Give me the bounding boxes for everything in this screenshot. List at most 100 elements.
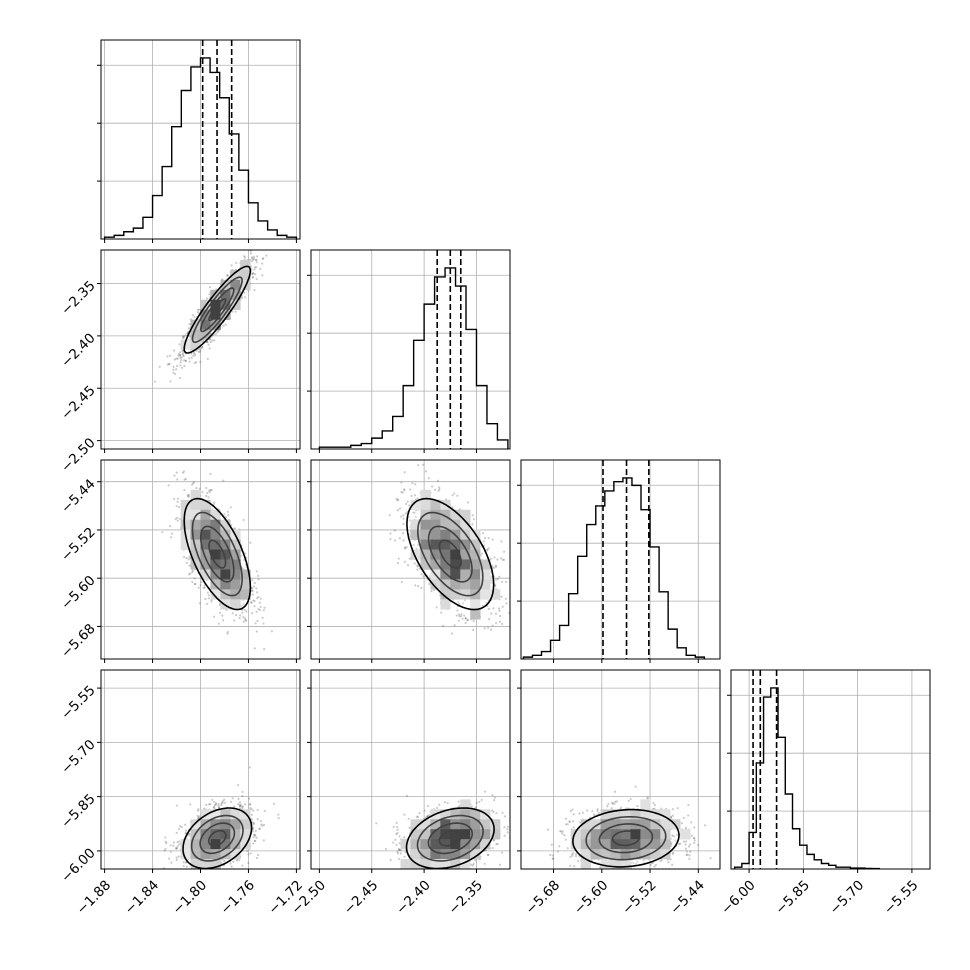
density-panel-2-0 — [97, 459, 301, 663]
sample-point — [168, 362, 171, 366]
sample-point — [173, 358, 176, 361]
sample-point — [400, 515, 403, 518]
sample-point — [206, 341, 209, 344]
sample-point — [169, 380, 172, 383]
sample-point — [193, 315, 196, 319]
sample-point — [213, 800, 216, 804]
sample-point — [420, 573, 423, 576]
sample-point — [416, 584, 420, 588]
sample-point — [172, 349, 176, 352]
sample-point — [251, 593, 254, 596]
sample-point — [252, 271, 255, 275]
sample-point — [180, 359, 183, 362]
sample-point — [464, 617, 467, 620]
sample-point — [175, 368, 178, 371]
density-cell — [230, 269, 241, 281]
sample-point — [408, 504, 411, 507]
sample-point — [188, 573, 191, 576]
density-cell — [220, 279, 231, 291]
sample-point — [188, 555, 191, 558]
sample-point — [175, 505, 178, 508]
sample-point — [249, 252, 253, 255]
sample-point — [176, 516, 179, 519]
sample-point — [259, 267, 262, 271]
sample-point — [514, 584, 516, 586]
sample-point — [250, 260, 253, 263]
sample-point — [212, 615, 216, 618]
sample-point — [180, 356, 183, 359]
sample-point — [244, 552, 247, 555]
sample-point — [247, 861, 250, 865]
sample-point — [179, 364, 182, 367]
sample-point — [496, 558, 499, 561]
sample-point — [243, 617, 247, 620]
sample-point — [172, 368, 175, 371]
sample-point — [498, 609, 501, 612]
density-cell — [220, 309, 231, 320]
sample-point — [461, 617, 464, 620]
sample-point — [402, 517, 405, 520]
sample-point — [482, 540, 485, 543]
sample-point — [490, 612, 493, 615]
sample-point — [494, 564, 498, 567]
sample-point — [178, 376, 181, 380]
sample-point — [187, 327, 191, 330]
sample-point — [168, 525, 172, 528]
sample-point — [393, 529, 396, 532]
sample-point — [249, 250, 252, 253]
sample-point — [196, 311, 199, 314]
sample-point — [217, 330, 220, 333]
sample-point — [397, 557, 400, 560]
sample-point — [198, 602, 201, 605]
sample-point — [226, 630, 229, 634]
sample-point — [188, 357, 191, 360]
sample-point — [187, 558, 190, 561]
sample-point — [222, 324, 225, 327]
sample-point — [396, 509, 400, 512]
sample-point — [253, 599, 256, 603]
sample-point — [240, 554, 243, 557]
sample-point — [226, 632, 229, 635]
sample-point — [260, 246, 262, 248]
sample-point — [243, 291, 246, 294]
sample-point — [178, 343, 181, 346]
sample-point — [456, 609, 459, 612]
sample-point — [489, 628, 493, 631]
sample-point — [243, 296, 246, 299]
sample-point — [265, 254, 268, 257]
sample-point — [192, 481, 196, 484]
sample-point — [430, 485, 434, 488]
sample-point — [471, 523, 474, 526]
sample-point — [252, 257, 255, 260]
sample-point — [231, 310, 234, 313]
sample-point — [195, 349, 198, 352]
sample-point — [464, 621, 467, 625]
sample-point — [414, 584, 417, 587]
sample-point — [255, 610, 258, 613]
sample-point — [194, 582, 197, 586]
sample-point — [256, 574, 260, 577]
sample-point — [441, 624, 445, 627]
sample-point — [400, 580, 403, 584]
sample-point — [205, 297, 208, 300]
sample-point — [193, 361, 196, 365]
sample-point — [254, 258, 258, 261]
sample-point — [210, 600, 213, 603]
sample-point — [252, 585, 256, 588]
sample-point — [245, 610, 248, 613]
sample-point — [201, 491, 204, 494]
sample-point — [430, 590, 433, 593]
sample-point — [243, 255, 246, 258]
sample-point — [389, 532, 392, 535]
sample-point — [252, 599, 255, 602]
sample-point — [233, 527, 237, 530]
sample-point — [424, 470, 428, 473]
sample-point — [242, 602, 245, 605]
sample-point — [401, 491, 404, 494]
sample-point — [466, 619, 469, 622]
sample-point — [482, 532, 485, 535]
sample-point — [181, 471, 185, 474]
histogram-clip-group — [733, 670, 881, 869]
density-panel-3-0 — [97, 669, 301, 873]
